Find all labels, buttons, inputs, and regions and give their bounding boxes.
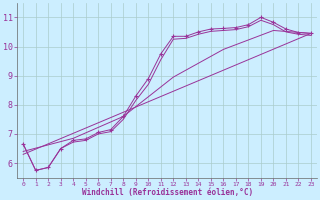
X-axis label: Windchill (Refroidissement éolien,°C): Windchill (Refroidissement éolien,°C) xyxy=(82,188,253,197)
